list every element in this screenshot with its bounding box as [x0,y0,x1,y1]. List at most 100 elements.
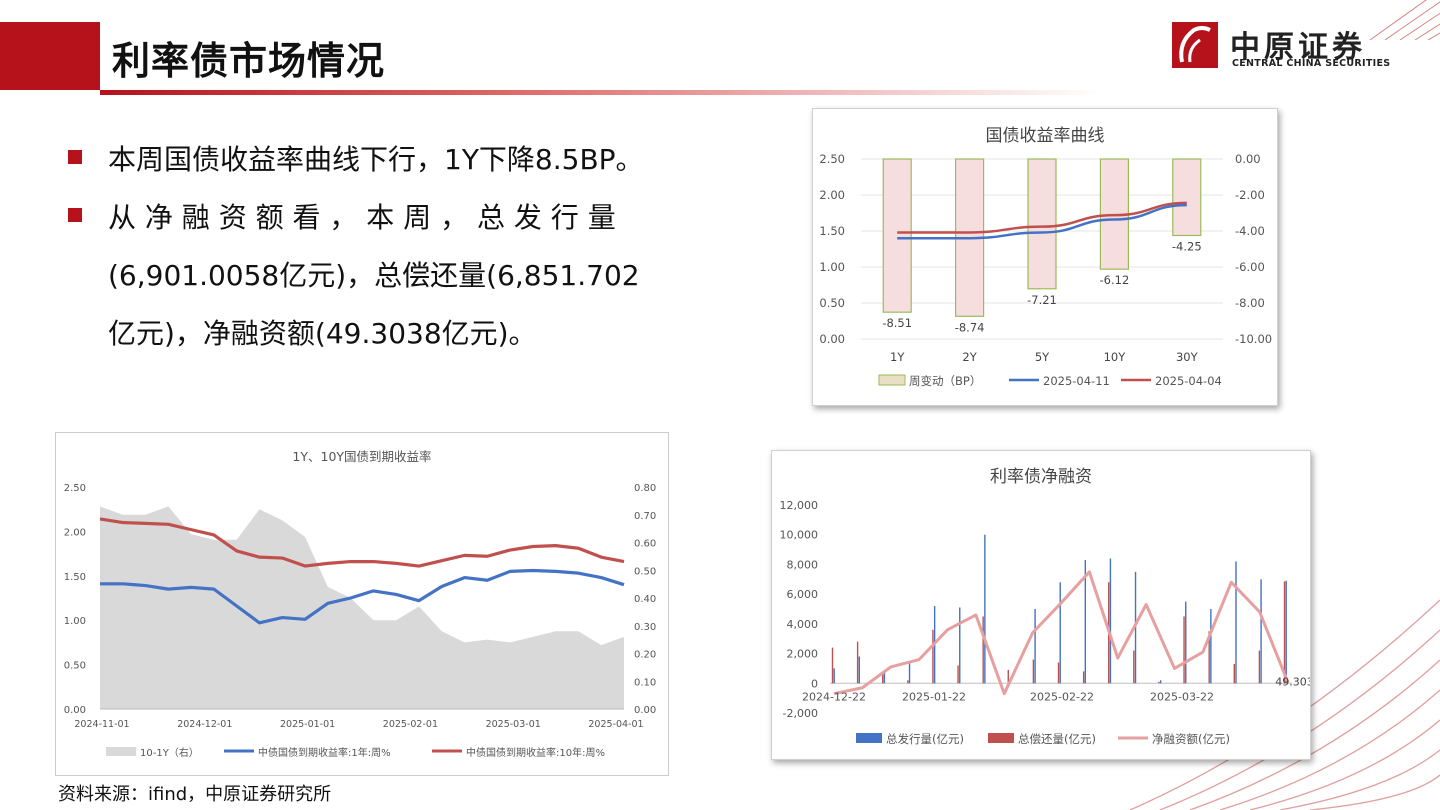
bar-data-label: -4.25 [1172,240,1202,254]
y-left-tick: 1.00 [64,616,86,627]
y-right-tick: -2.00 [1235,188,1265,202]
y-right-tick: 0.70 [634,511,656,522]
x-tick: 10Y [1104,350,1127,364]
bar-weekly-change [1027,158,1057,290]
bar-total-repayment [856,641,859,684]
bullet-text-2-line3: 亿元)，净融资额(49.3038亿元)。 [108,317,537,350]
y-tick: 6,000 [787,588,819,601]
bar-total-repayment [1258,650,1261,684]
y-left-tick: 1.00 [819,260,845,274]
bar-total-repayment [982,616,984,684]
chart-title: 利率债净融资 [990,467,1092,487]
bar-total-issuance [984,534,986,684]
y-right-tick: 0.80 [634,483,656,494]
bar-total-repayment [1208,631,1210,684]
legend-swatch-area [106,747,136,756]
source-note: 资料来源：ifind，中原证券研究所 [58,784,332,805]
x-tick: 2025-01-01 [280,719,335,730]
bar-data-label: -6.12 [1100,273,1130,287]
bar-total-repayment [1133,650,1135,684]
y-right-tick: 0.00 [1235,152,1261,166]
line-10y-yield [99,517,625,568]
bar-total-issuance [1034,609,1036,684]
y-right-tick: -6.00 [1235,260,1265,274]
bar-data-label: -8.51 [882,316,912,330]
y-left-tick: 1.50 [819,224,845,238]
legend-swatch-bar [878,374,906,386]
bar-total-repayment [1158,681,1160,684]
bar-data-label: -7.21 [1027,293,1057,307]
legend-label: 中债国债到期收益率:1年:周% [258,746,391,759]
bar-total-issuance [833,668,835,684]
y-right-tick: 0.30 [634,622,656,633]
x-tick: 2025-02-22 [1030,690,1094,703]
chart-title: 1Y、10Y国债到期收益率 [292,449,431,464]
bar-total-issuance [1210,609,1212,684]
area-10-1y-spread [100,506,624,709]
legend-label: 2025-04-04 [1155,374,1222,388]
bullet-text-1: 本周国债收益率曲线下行，1Y下降8.5BP。 [108,143,644,176]
x-tick: 2025-03-01 [486,719,541,730]
bar-total-repayment [907,680,909,684]
chart-title: 国债收益率曲线 [986,126,1105,146]
bullet-text-2-line1: 从 净 融 资 额 看 ， 本 周 ， 总 发 行 量 [108,201,616,234]
x-tick: 2025-04-01 [588,719,643,730]
y-left-tick: 2.50 [64,483,86,494]
x-tick: 2024-11-01 [74,719,129,730]
y-left-tick: 2.00 [819,188,845,202]
yield-curve-chart: 国债收益率曲线 2.50 2.00 1.50 1.00 0.50 0.00 0.00 -2.00… [812,108,1278,406]
bar-total-issuance [1059,582,1061,684]
y-right-tick: 0.10 [634,677,656,688]
legend-label: 周变动（BP） [909,374,981,388]
y-left-tick: 1.50 [64,572,86,583]
yield-history-chart: 1Y、10Y国债到期收益率 2.50 2.00 1.50 1.00 0.50 0.00 0.8… [55,432,669,776]
legend-label: 总偿还量(亿元) [1018,732,1096,746]
bar-total-issuance [858,656,861,684]
bar-total-repayment [957,665,959,684]
x-tick: 2024-12-22 [802,690,866,703]
bar-total-issuance [1084,559,1087,684]
y-right-tick: 0.20 [634,650,656,661]
y-tick: -2,000 [783,707,818,720]
y-right-tick: 0.40 [634,594,656,605]
y-tick: 10,000 [780,529,819,542]
x-tick: 1Y [890,350,905,364]
yield-history-svg: 1Y、10Y国债到期收益率 2.50 2.00 1.50 1.00 0.50 0.00 0.8… [64,449,657,759]
bar-total-issuance [1285,580,1287,684]
bar-weekly-change [882,158,912,313]
bar-data-label: -8.74 [955,320,985,334]
bar-total-issuance [1159,680,1162,684]
x-tick: 30Y [1176,350,1199,364]
y-left-tick: 2.00 [64,527,86,538]
bar-total-issuance [959,607,961,684]
bar-total-repayment [882,674,884,684]
y-right-tick: 0.50 [634,566,656,577]
bar-total-repayment [1082,671,1085,684]
bullet-marker [68,150,82,164]
bar-total-issuance [1235,561,1237,684]
x-tick: 2024-12-01 [177,719,232,730]
y-right-tick: -10.00 [1235,332,1272,346]
y-left-tick: 0.50 [819,296,845,310]
line-1y-yield [100,568,625,625]
y-right-tick: -8.00 [1235,296,1265,310]
bar-total-repayment [1057,662,1060,684]
bar-total-repayment [1007,669,1009,684]
bar-total-repayment [1233,663,1235,684]
bar-total-issuance [1260,579,1262,684]
line-data-label: 49.3038 [1275,676,1310,689]
y-tick: 12,000 [780,499,819,512]
y-left-tick: 2.50 [819,152,845,166]
y-left-tick: 0.50 [64,661,86,672]
legend-label: 净融资额(亿元) [1152,732,1230,746]
decor-lines-top [1369,0,1440,40]
line-2025-04-11 [897,203,1187,240]
net-financing-chart: 利率债净融资 12,000 10,000 8,000 6,000 4,000 2,000 0 -… [771,450,1321,760]
legend-label: 2025-04-11 [1043,374,1110,388]
bar-total-repayment [831,647,834,684]
bar-total-repayment [1032,659,1035,684]
bar-total-repayment [932,629,934,684]
bar-weekly-change [1172,158,1202,237]
legend-swatch-bar [856,733,882,743]
title-accent-bar [0,22,100,90]
